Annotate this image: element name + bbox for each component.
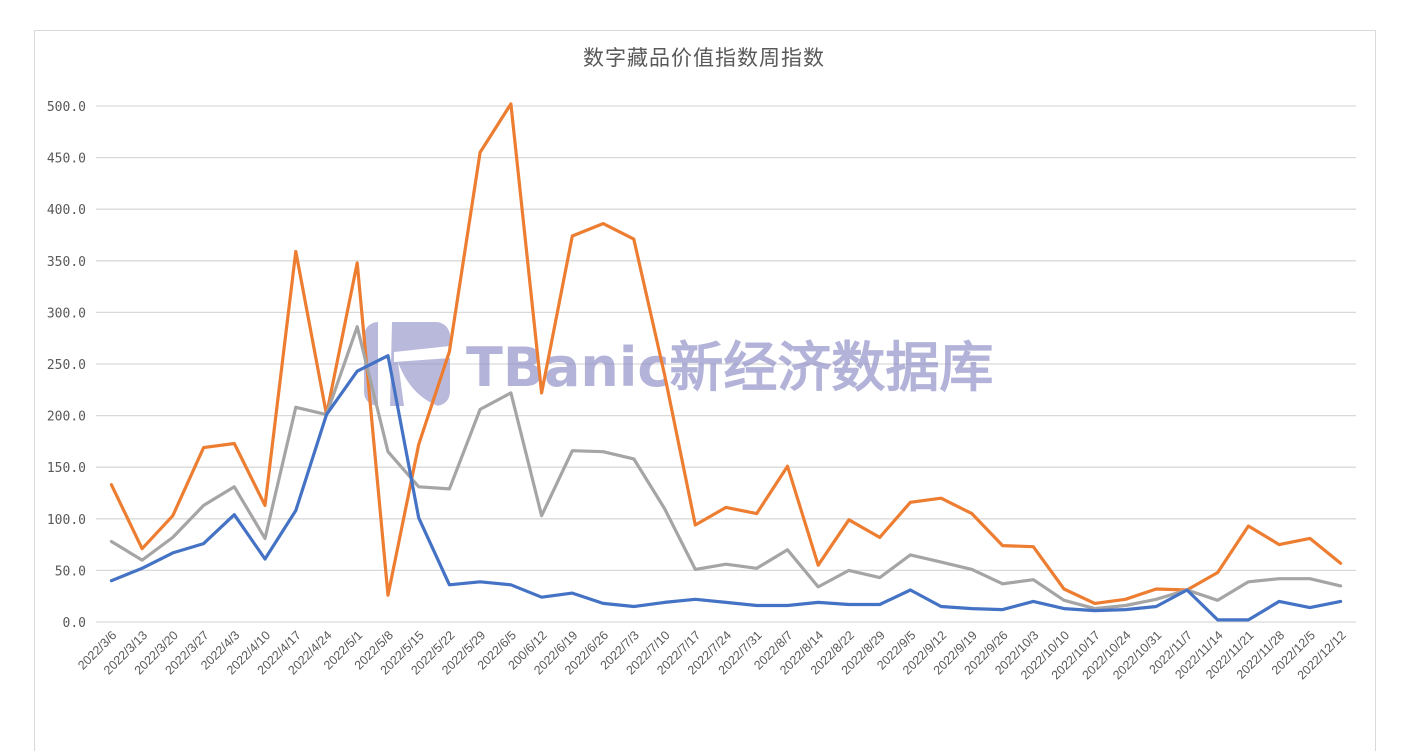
- series-line-gray: [109, 325, 1343, 611]
- y-tick-label: 150.0: [47, 461, 86, 476]
- y-tick-label: 100.0: [47, 513, 86, 528]
- y-tick-label: 500.0: [47, 100, 86, 115]
- y-tick-label: 50.0: [55, 564, 86, 579]
- data-series: [109, 102, 1343, 622]
- series-line-blue: [109, 354, 1343, 622]
- y-tick-label: 0.0: [63, 616, 86, 631]
- line-chart: 0.0 50.0 100.0 150.0 200.0 250.0 300.0 350.0 400…: [47, 100, 1356, 682]
- y-tick-label: 300.0: [47, 306, 86, 321]
- gridlines: [96, 105, 1356, 623]
- x-axis-ticks: 2022/3/62022/3/132022/3/202022/3/272022/…: [75, 628, 1349, 682]
- watermark-text: TBanic新经济数据库: [466, 336, 993, 399]
- y-tick-label: 200.0: [47, 410, 86, 425]
- y-axis-ticks: 0.0 50.0 100.0 150.0 200.0 250.0 300.0 350.0 400…: [47, 100, 86, 631]
- y-tick-label: 250.0: [47, 358, 86, 373]
- chart-frame: [34, 30, 1376, 751]
- y-tick-label: 450.0: [47, 152, 86, 167]
- y-tick-label: 350.0: [47, 255, 86, 270]
- y-tick-label: 400.0: [47, 203, 86, 218]
- watermark: TBanic新经济数据库: [364, 322, 993, 406]
- series-line-orange: [109, 102, 1343, 606]
- chart-title: 数字藏品价值指数周指数: [583, 46, 825, 70]
- tbanic-logo-icon: [364, 322, 450, 406]
